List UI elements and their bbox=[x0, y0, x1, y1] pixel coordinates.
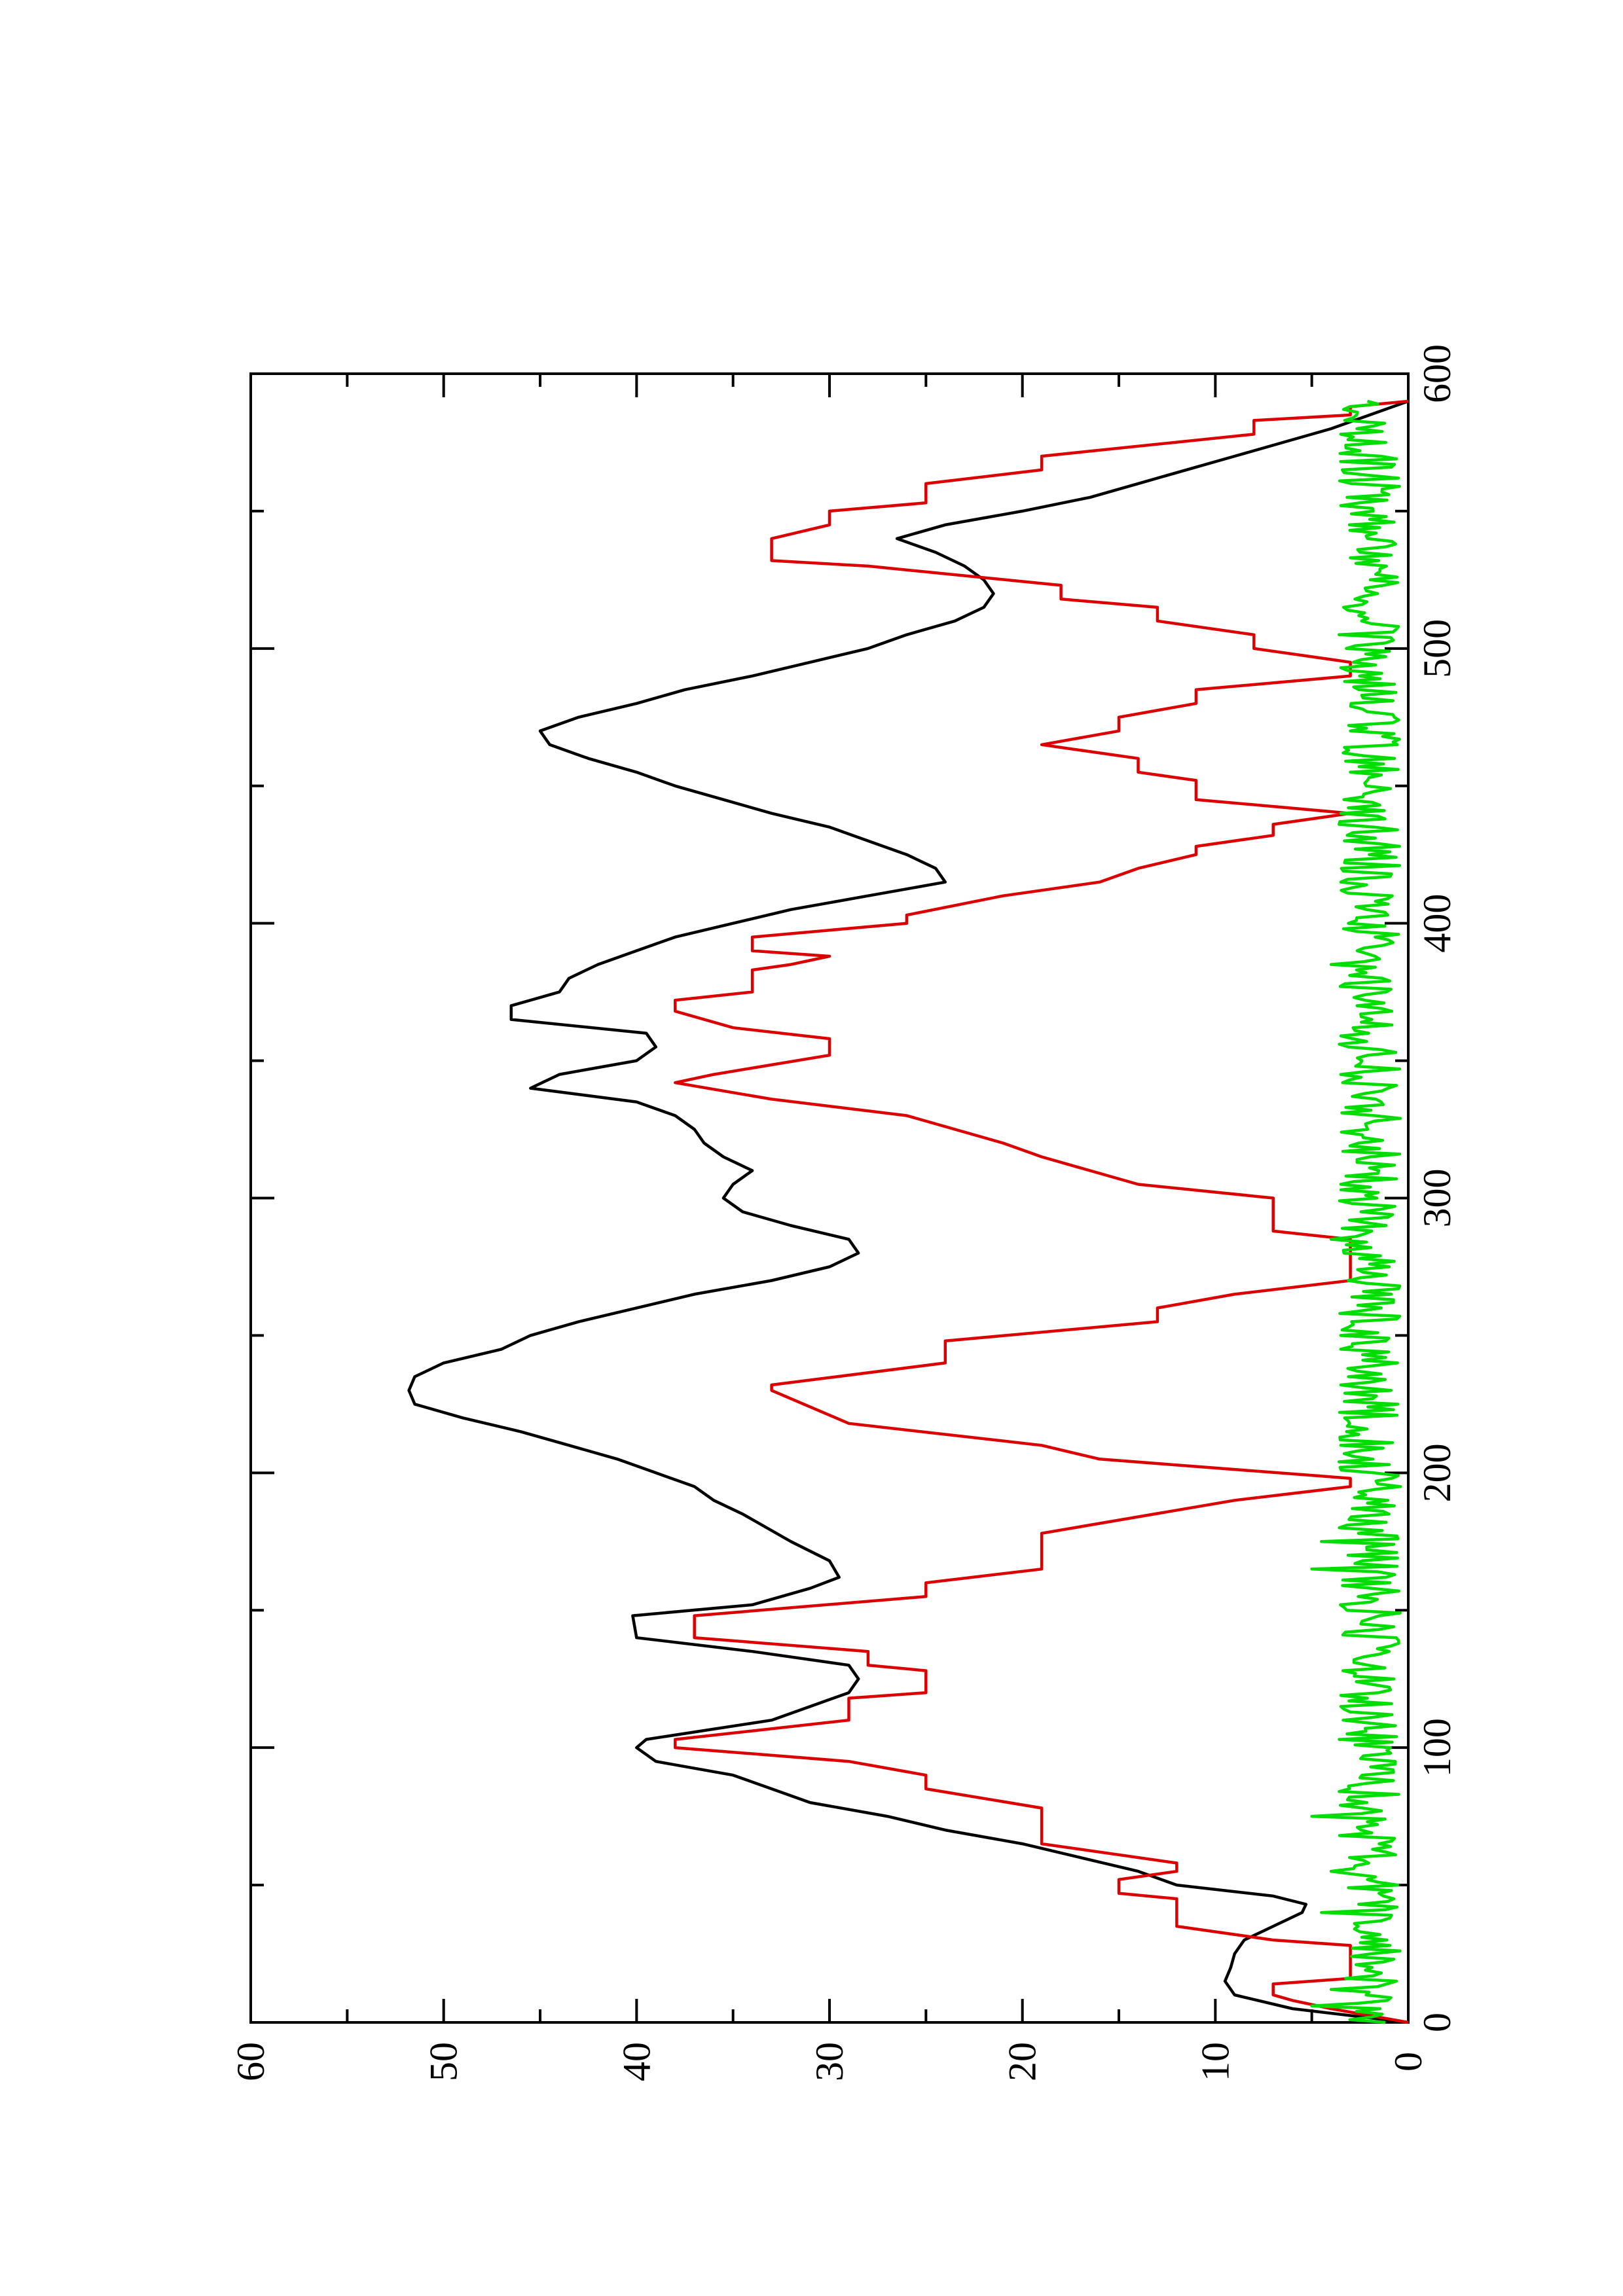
y-tick-label: 40 bbox=[615, 2042, 658, 2081]
x-tick-label: 300 bbox=[1415, 1169, 1459, 1228]
series-layer bbox=[407, 399, 1409, 2024]
x-tick-label: 600 bbox=[1415, 344, 1459, 403]
x-tick-label: 400 bbox=[1415, 894, 1459, 953]
x-tick-label: 0 bbox=[1415, 2013, 1459, 2032]
axis-ticks bbox=[249, 372, 1410, 2024]
y-tick-label: 10 bbox=[1194, 2042, 1237, 2081]
tick-labels: 0 100 200 300 400 500 600 0 10 20 30 40 50 60 bbox=[229, 344, 1459, 2081]
y-tick-label: 0 bbox=[1387, 2052, 1430, 2072]
x-tick-label: 500 bbox=[1415, 619, 1459, 678]
series-line-1 bbox=[407, 399, 1409, 2024]
y-tick-label: 50 bbox=[422, 2042, 465, 2081]
y-tick-label: 20 bbox=[1001, 2042, 1044, 2081]
plot-frame bbox=[249, 372, 1410, 2024]
series-line-2 bbox=[674, 399, 1409, 2024]
x-tick-label: 100 bbox=[1415, 1718, 1459, 1777]
series-line-3 bbox=[1310, 399, 1402, 2024]
y-tick-label: 30 bbox=[808, 2042, 851, 2081]
x-tick-label: 200 bbox=[1415, 1443, 1459, 1502]
y-tick-label: 60 bbox=[229, 2042, 272, 2081]
